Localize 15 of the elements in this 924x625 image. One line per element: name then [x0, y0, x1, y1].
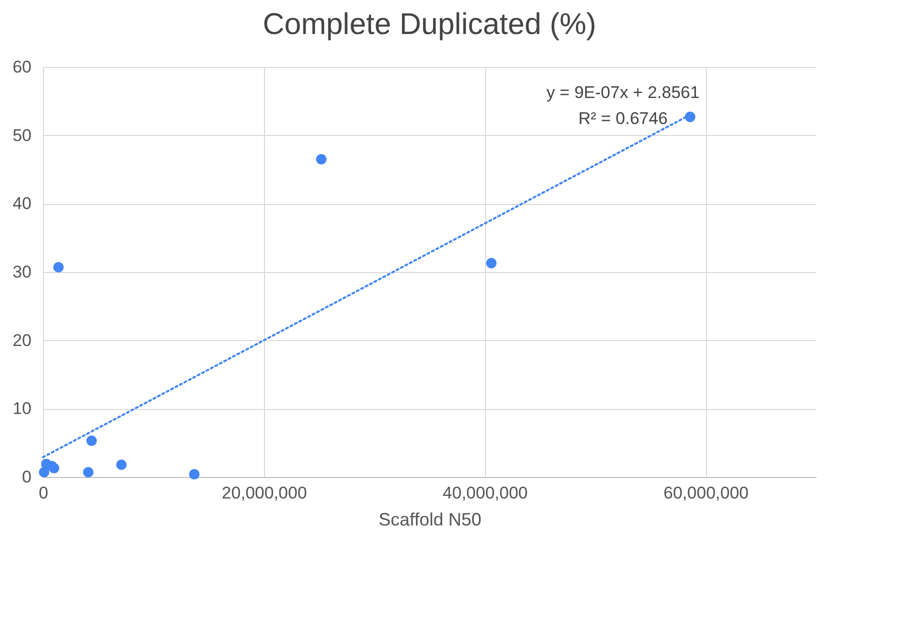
x-tick-label: 60,000,000: [664, 484, 749, 502]
annotation: y = 9E-07x + 2.8561: [546, 83, 700, 102]
y-tick-label: 30: [12, 262, 32, 282]
x-axis-title: Scaffold N50: [378, 510, 482, 530]
y-tick-label: 60: [12, 58, 32, 76]
x-tick-label: 20,000,000: [222, 484, 307, 502]
y-tick-label: 50: [12, 126, 32, 145]
y-tick-label: 40: [12, 194, 32, 214]
chart-title: Complete Duplicated (%): [262, 8, 596, 41]
y-tick-label: 0: [22, 468, 32, 486]
annotation: R² = 0.6746: [578, 109, 668, 128]
y-tick-label: 10: [12, 399, 32, 418]
x-tick-label: 0: [38, 484, 48, 502]
x-tick-label: 40,000,000: [442, 484, 528, 502]
y-tick-label: 20: [12, 330, 32, 350]
